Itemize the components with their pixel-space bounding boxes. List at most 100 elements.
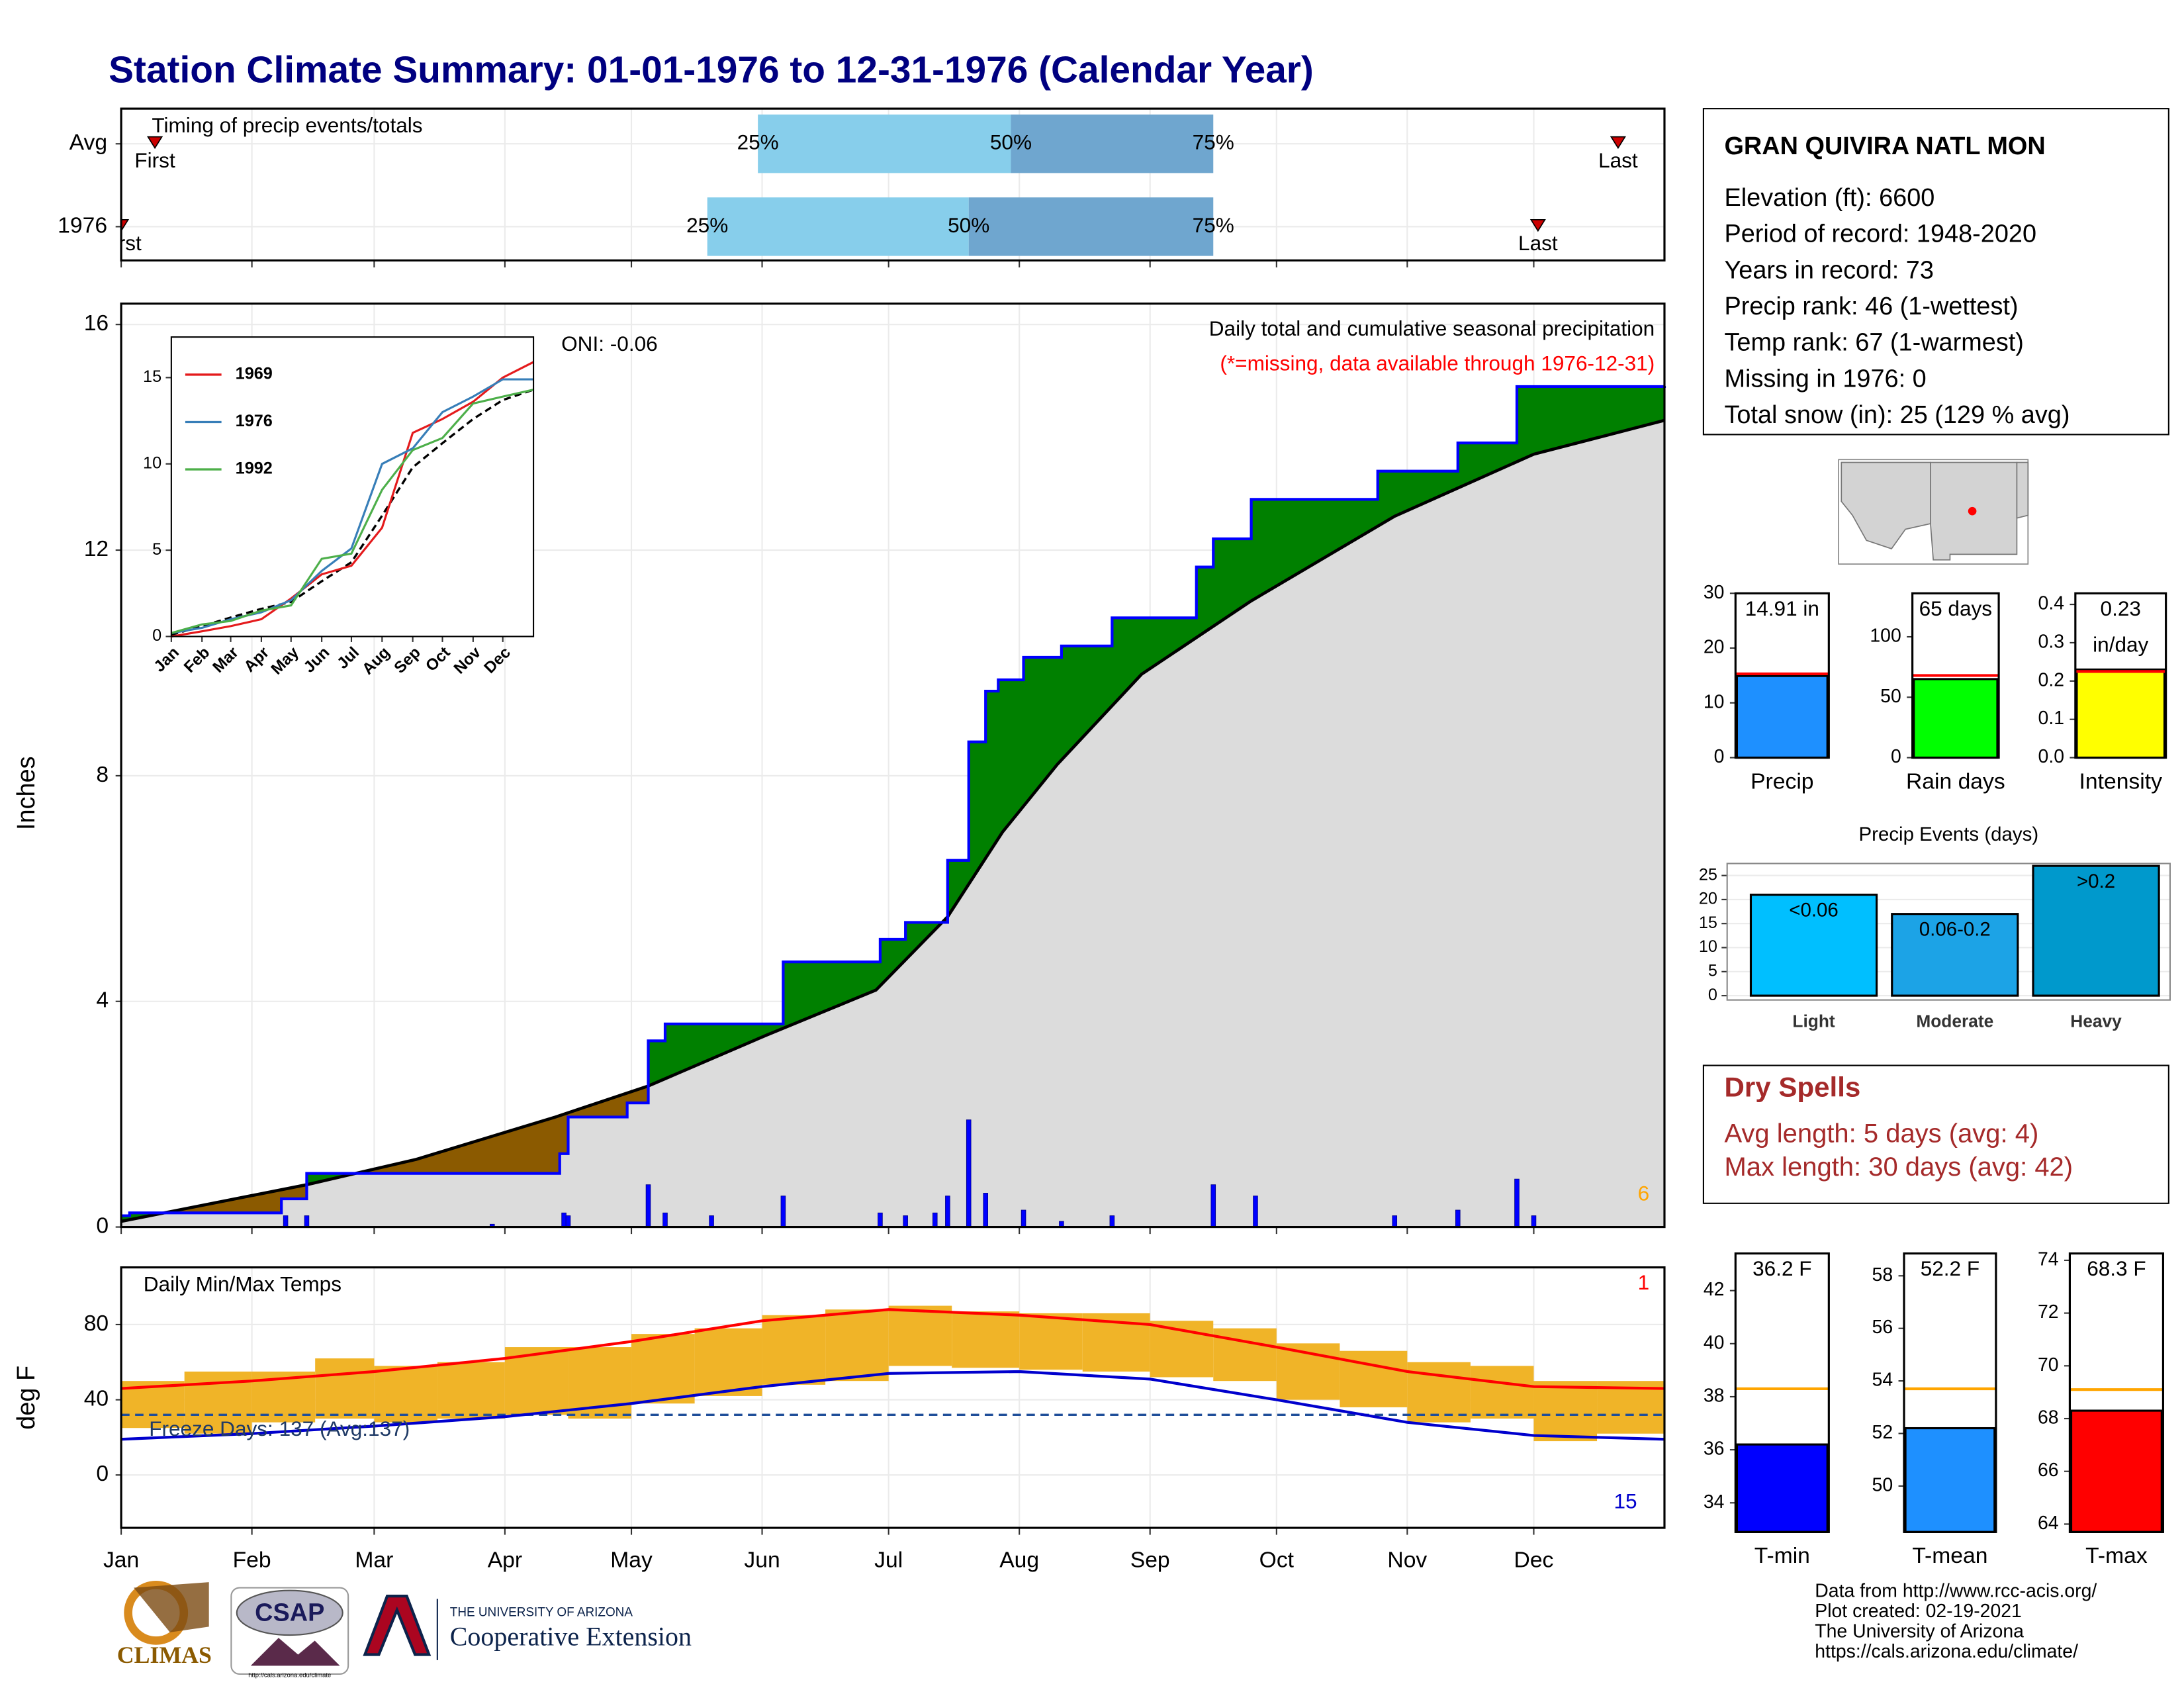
- panel-frame: [2074, 592, 2167, 759]
- y-tick-label: 66: [2038, 1460, 2059, 1481]
- credit-line: Data from http://www.rcc-acis.org/: [1815, 1580, 2097, 1601]
- daily-precip-bar: [1210, 1184, 1216, 1228]
- daily-temp-range: [1533, 1381, 1598, 1442]
- normal-area: [121, 420, 1664, 1227]
- quartile-bar: [758, 115, 1011, 173]
- value-label: 0.23: [2101, 596, 2141, 620]
- event-value-label: >0.2: [2077, 870, 2115, 892]
- x-tick-label: May: [610, 1548, 653, 1572]
- x-tick-label: Apr: [488, 1548, 522, 1572]
- x-tick-label: Mar: [355, 1548, 393, 1572]
- value-label: 68.3 F: [2087, 1256, 2146, 1280]
- credit-line: The University of Arizona: [1815, 1620, 2024, 1642]
- daily-precip-bar: [304, 1215, 310, 1228]
- ua-logo: [363, 1595, 432, 1656]
- normal-line: [171, 389, 534, 636]
- daily-precip-bar: [932, 1212, 938, 1228]
- event-bar: [1749, 894, 1878, 997]
- daily-precip-bar: [283, 1215, 289, 1228]
- x-tick-label: Light: [1792, 1011, 1835, 1031]
- x-tick-label: Dec: [1514, 1548, 1554, 1572]
- record-high-count: 1: [1638, 1270, 1650, 1294]
- quartile-label: 75%: [1193, 130, 1234, 154]
- daily-precip-bar: [966, 1119, 972, 1228]
- y-tick-label: 38: [1704, 1385, 1725, 1406]
- daily-temp-range: [437, 1362, 505, 1419]
- y-tick-label: 5: [152, 540, 161, 559]
- y-tick-label: 0: [152, 626, 161, 645]
- event-label: First: [101, 231, 142, 255]
- event-label: Last: [1598, 148, 1638, 172]
- panel-frame: [1734, 592, 1830, 759]
- timing-rows: 25% 50% 75% First Last 25% 50% 75% First Last: [101, 115, 1664, 256]
- panel-frame: [1734, 1252, 1830, 1533]
- y-tick-label: 15: [143, 367, 161, 386]
- dry-spell-line: Max length: 30 days (avg: 42): [1724, 1152, 2073, 1182]
- event-value-label: <0.06: [1789, 900, 1839, 921]
- legend-label: 1976: [236, 412, 273, 430]
- y-tick-label: 16: [84, 311, 109, 336]
- daily-precip-bar: [1531, 1215, 1537, 1228]
- legend-label: 1992: [236, 459, 273, 478]
- daily-temp-range: [694, 1328, 762, 1396]
- panel-frame: [1903, 1252, 1997, 1533]
- panel-frame: [170, 336, 535, 637]
- y-tick-label: 64: [2038, 1513, 2059, 1534]
- csap-url: http://cals.arizona.edu/climate: [248, 1672, 331, 1679]
- credit-line: https://cals.arizona.edu/climate/: [1815, 1641, 2078, 1662]
- panel-frame: [120, 303, 1666, 1229]
- summary-label: T-min: [1754, 1544, 1810, 1568]
- climas-emblem: [134, 1582, 209, 1632]
- station-info: Missing in 1976: 0: [1724, 365, 1926, 393]
- y-tick-label: 50: [1872, 1474, 1893, 1495]
- daily-precip-bar: [1109, 1215, 1115, 1228]
- page-title: Station Climate Summary: 01-01-1976 to 1…: [109, 49, 1314, 91]
- y-tick-label: 0: [1708, 986, 1717, 1004]
- y-tick-label: 80: [84, 1311, 109, 1336]
- summary-bar: [2070, 1409, 2163, 1533]
- dry-spells-box: [1702, 1064, 2169, 1204]
- event-label: First: [134, 148, 175, 172]
- station-info: Elevation (ft): 6600: [1724, 184, 1934, 212]
- quartile-bar: [707, 197, 969, 256]
- daily-temp-range: [1407, 1362, 1471, 1423]
- panel-frame: [120, 1266, 1666, 1529]
- panel-frame: [1911, 592, 2000, 759]
- summary-label: T-mean: [1912, 1544, 1987, 1568]
- legend-label: 1969: [236, 365, 273, 383]
- summary-bar: [2075, 668, 2166, 759]
- y-tick-label: 12: [84, 537, 109, 561]
- inset-background: [171, 337, 534, 637]
- x-tick-label: Sep: [1130, 1548, 1170, 1572]
- series-line: [171, 378, 534, 634]
- y-tick-label: 0.3: [2038, 631, 2064, 652]
- oni-annotation: ONI: -0.06: [561, 332, 658, 355]
- normal-min-line: [121, 1370, 1665, 1441]
- y-tick-label: 74: [2038, 1248, 2059, 1270]
- station-info: Temp rank: 67 (1-warmest): [1724, 329, 2023, 357]
- event-marker: [121, 219, 130, 232]
- panel-subtitle: (*=missing, data available through 1976-…: [1220, 352, 1655, 375]
- daily-temp-range: [762, 1315, 826, 1385]
- csap-mountain: [250, 1638, 340, 1666]
- daily-temp-range: [888, 1305, 952, 1366]
- x-tick-label: Jun: [744, 1548, 780, 1572]
- summary-label: Intensity: [2079, 769, 2163, 794]
- locator-map: [1838, 459, 2029, 565]
- y-tick-label: 36: [1704, 1438, 1725, 1460]
- state-shape: [2016, 461, 2029, 519]
- x-tick-label: Moderate: [1916, 1011, 1993, 1031]
- summary-label: Precip: [1751, 769, 1813, 794]
- y-tick-label: 0.0: [2038, 746, 2064, 767]
- daily-temp-range: [1597, 1381, 1664, 1434]
- y-tick-label: 100: [1870, 626, 1901, 647]
- event-marker: [1529, 219, 1546, 232]
- daily-temp-range: [1470, 1366, 1534, 1419]
- summary-bar: [1904, 1427, 1996, 1533]
- daily-precip-bar: [983, 1193, 988, 1228]
- value-label: 65 days: [1919, 596, 1993, 620]
- y-tick-label: 10: [1704, 691, 1725, 712]
- x-tick-label: Heavy: [2070, 1011, 2122, 1031]
- station-info: Period of record: 1948-2020: [1724, 220, 2036, 248]
